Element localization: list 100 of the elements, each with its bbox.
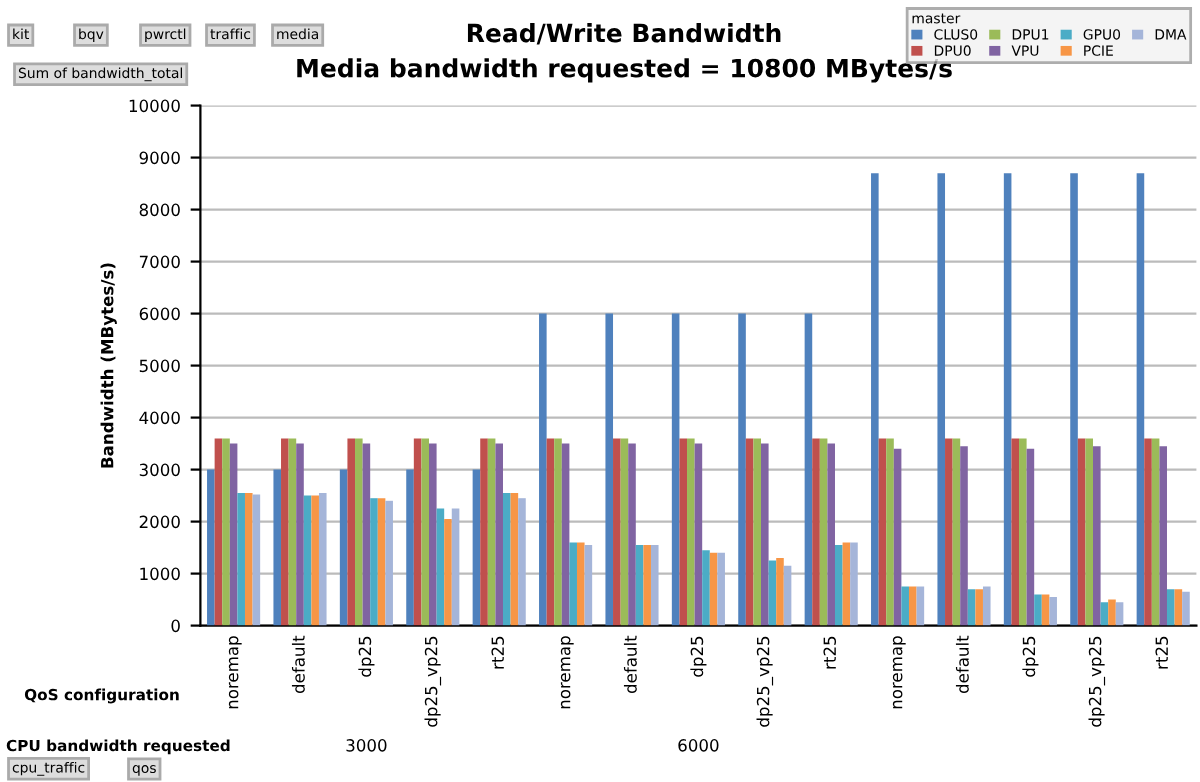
bar [975, 589, 983, 626]
bar [804, 313, 813, 626]
bar [702, 550, 710, 626]
bar [222, 438, 230, 626]
x-tick-label: dp25 [358, 636, 375, 677]
x-tick-label: dp25 [690, 636, 707, 677]
bar [613, 438, 621, 626]
x-tick-label: dp25 [1022, 636, 1039, 677]
x-tick-label: noremap [892, 636, 906, 709]
x-tick-label: default [623, 635, 637, 694]
bar [960, 446, 968, 626]
y-tick-label: 9000 [139, 151, 180, 165]
bar [643, 545, 651, 626]
bar [406, 469, 414, 626]
bar [908, 586, 917, 626]
bar [487, 438, 496, 626]
y-tick-label: 5000 [139, 359, 180, 373]
bar [429, 443, 437, 626]
y-tick-label: 10000 [129, 99, 180, 113]
bar [886, 438, 894, 626]
bar [229, 443, 238, 626]
bar [1085, 438, 1094, 626]
bar [355, 438, 363, 626]
text: 3000 [346, 739, 387, 752]
bar [347, 438, 356, 626]
chart-subtitle: Media bandwidth requested = 10800 MBytes/s [297, 58, 952, 83]
bar [214, 438, 223, 626]
bar [717, 552, 725, 626]
bar [768, 560, 777, 626]
y-tick-label: 8000 [139, 203, 180, 217]
bar [952, 438, 961, 626]
bar [576, 542, 585, 626]
bar [281, 438, 289, 626]
bar [945, 438, 953, 626]
bar [982, 586, 991, 626]
x-tick-label: rt25 [491, 636, 505, 669]
bar [539, 313, 547, 626]
bar [620, 438, 629, 626]
bar [370, 498, 378, 626]
bar [252, 494, 261, 626]
x-tick-label: noremap [228, 636, 242, 709]
bar [510, 492, 519, 626]
bar [1174, 589, 1183, 626]
bar [377, 498, 386, 626]
bar [480, 438, 488, 626]
bar [687, 438, 695, 626]
bar [1108, 599, 1116, 626]
bar [812, 438, 820, 626]
bar [1011, 438, 1020, 626]
bar [444, 518, 452, 626]
bar [1019, 438, 1027, 626]
bar [628, 443, 636, 626]
bar [1151, 438, 1160, 626]
bar [1049, 597, 1057, 626]
bar [1166, 589, 1175, 626]
bar [1100, 602, 1109, 626]
bar [311, 495, 319, 626]
bar [561, 443, 570, 626]
bar [878, 438, 887, 626]
bar [495, 443, 503, 626]
bar [783, 565, 792, 626]
y-tick-label: 1000 [140, 567, 180, 581]
bar [1115, 602, 1124, 626]
bar [901, 586, 909, 626]
bar [871, 173, 879, 626]
bar [237, 492, 245, 626]
bar [1144, 438, 1152, 626]
bar [451, 508, 460, 626]
bar [339, 469, 348, 626]
bar [1136, 173, 1145, 626]
bar [502, 492, 511, 626]
bar [362, 443, 371, 626]
bar [635, 545, 644, 626]
x-tick-label: default [955, 635, 969, 694]
bar [546, 438, 555, 626]
bar [288, 438, 297, 626]
bar [1026, 448, 1035, 626]
bar [569, 542, 577, 626]
y-tick-label: 2000 [139, 515, 180, 529]
bar [421, 438, 430, 626]
bar [413, 438, 422, 626]
x-tick-label: dp25_vp25 [424, 636, 442, 727]
bar [671, 313, 680, 626]
bar [967, 589, 976, 626]
bar [244, 492, 253, 626]
bar [738, 313, 746, 626]
bar [745, 438, 754, 626]
bar [318, 492, 327, 626]
bar [709, 552, 718, 626]
bar [694, 443, 703, 626]
bar [937, 173, 946, 626]
bar [1034, 594, 1042, 626]
y-axis-title: Bandwidth (MBytes/s) [100, 263, 117, 468]
y-tick-label: 6000 [139, 307, 180, 321]
bar [679, 438, 688, 626]
y-tick-label: 3000 [139, 463, 180, 477]
bar [753, 438, 762, 626]
bar [385, 500, 393, 626]
bar [1070, 173, 1078, 626]
bar [650, 545, 659, 626]
